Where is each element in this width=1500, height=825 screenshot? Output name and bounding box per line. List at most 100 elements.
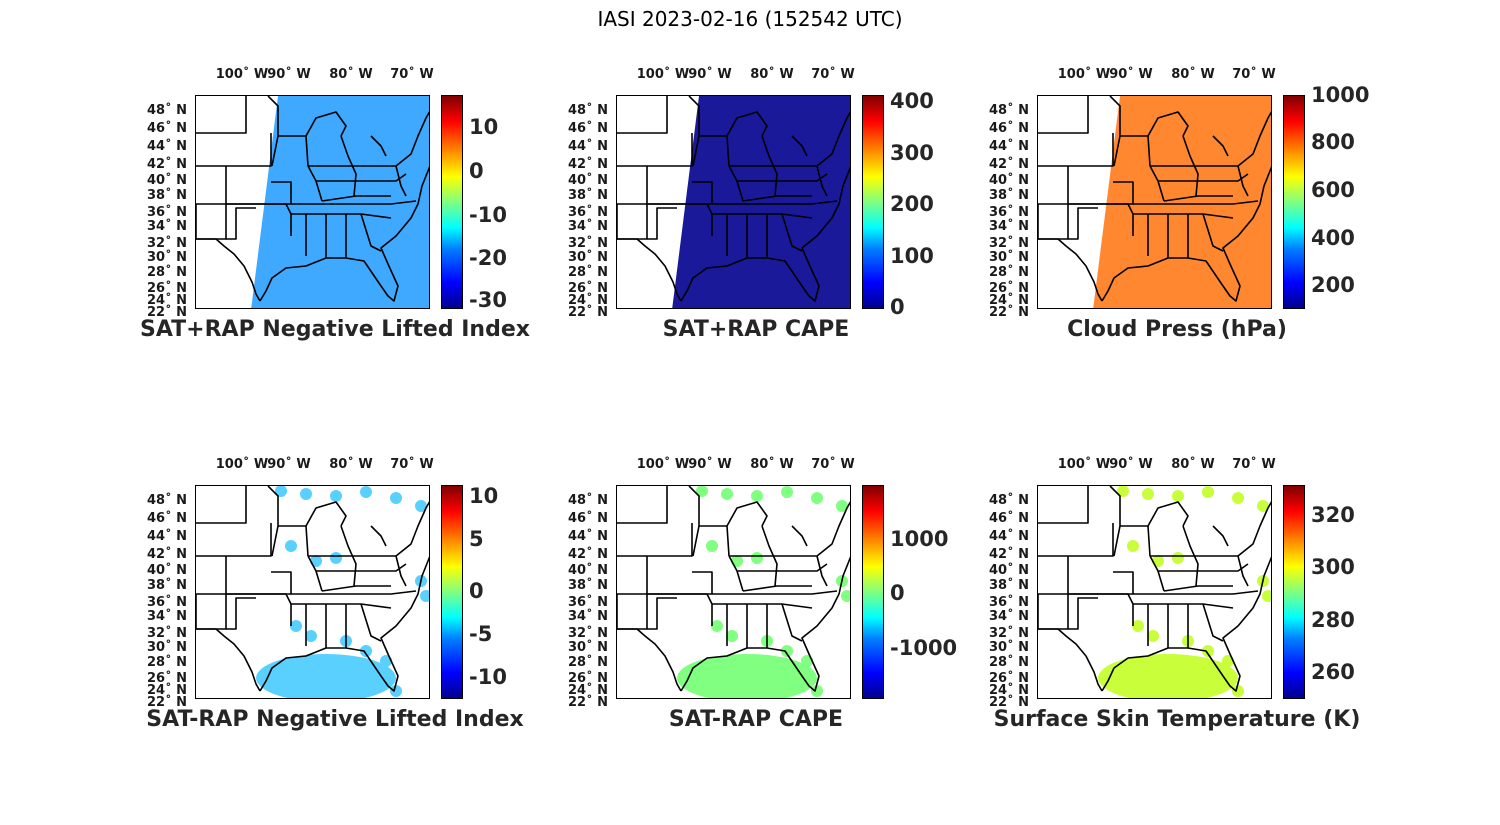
panel-title: Surface Skin Temperature (K) [993, 707, 1361, 732]
lat-tick-label: 36˚ N [568, 595, 608, 610]
lon-tick-label: 100˚ W [215, 67, 269, 82]
colorbar-tick-label: -5 [469, 621, 493, 646]
colorbar-tick-label: 280 [1311, 607, 1355, 632]
lat-tick-label: 48˚ N [989, 493, 1029, 508]
observation-point [360, 486, 372, 498]
lat-tick-label: 44˚ N [989, 529, 1029, 544]
lon-tick-label: 70˚ W [811, 457, 855, 472]
colorbar-tick-label: 1000 [1311, 83, 1370, 107]
lat-tick-label: 30˚ N [989, 250, 1029, 265]
lat-tick-label: 38˚ N [989, 578, 1029, 593]
lon-tick-label: 90˚ W [1109, 457, 1153, 472]
colorbar-tick-label: 0 [890, 581, 905, 606]
observation-point [781, 645, 793, 657]
map-panel-3: 100˚ W 90˚ W 80˚ W 70˚ W 48˚ N 46˚ N 44˚ N… [957, 67, 1397, 367]
observation-point [1147, 630, 1159, 642]
observation-point [751, 552, 763, 564]
lat-tick-label: 40˚ N [989, 173, 1029, 188]
lat-tick-label: 28˚ N [989, 655, 1029, 670]
us-map-svg [1038, 486, 1271, 698]
lat-tick-label: 46˚ N [568, 511, 608, 526]
lat-tick-label: 42˚ N [147, 157, 187, 172]
lon-tick-label: 80˚ W [750, 67, 794, 82]
observation-point [420, 590, 429, 602]
lat-tick-label: 26˚ N [989, 281, 1029, 296]
lat-tick-label: 28˚ N [147, 655, 187, 670]
lat-tick-label: 44˚ N [147, 529, 187, 544]
lon-tick-label: 80˚ W [1171, 457, 1215, 472]
observation-point [811, 685, 823, 697]
lon-tick-label: 80˚ W [329, 67, 373, 82]
colorbar-tick-label: -30 [469, 288, 507, 313]
lat-tick-label: 46˚ N [989, 511, 1029, 526]
colorbar-tick-label: 0 [469, 158, 484, 183]
lat-tick-label: 32˚ N [147, 626, 187, 641]
lat-tick-label: 42˚ N [989, 547, 1029, 562]
observation-point [390, 492, 402, 504]
colorbar [441, 95, 463, 309]
lat-tick-label: 36˚ N [989, 205, 1029, 220]
map-panel-2: 100˚ W 90˚ W 80˚ W 70˚ W 48˚ N 46˚ N 44˚ N… [536, 67, 976, 367]
lon-tick-label: 70˚ W [1232, 457, 1276, 472]
colorbar-tick-label: 0 [890, 294, 905, 319]
lat-tick-label: 30˚ N [568, 640, 608, 655]
observation-point [290, 620, 302, 632]
lat-tick-label: 28˚ N [568, 655, 608, 670]
lat-tick-label: 46˚ N [147, 511, 187, 526]
lon-tick-label: 100˚ W [215, 457, 269, 472]
map-panel-6: 100˚ W 90˚ W 80˚ W 70˚ W 48˚ N 46˚ N 44˚ N… [957, 457, 1397, 757]
lat-tick-label: 24˚ N [147, 683, 187, 698]
lat-tick-label: 34˚ N [147, 609, 187, 624]
lat-tick-label: 46˚ N [989, 121, 1029, 136]
lon-tick-label: 90˚ W [1109, 67, 1153, 82]
lon-tick-label: 70˚ W [390, 67, 434, 82]
lon-tick-label: 80˚ W [1171, 67, 1215, 82]
colorbar [441, 485, 463, 699]
lat-tick-label: 46˚ N [568, 121, 608, 136]
map-area [195, 95, 430, 309]
lat-tick-label: 32˚ N [989, 626, 1029, 641]
observation-point [1232, 685, 1244, 697]
lat-tick-label: 36˚ N [147, 595, 187, 610]
colorbar-tick-label: 100 [890, 243, 934, 268]
colorbar-tick-label: 1000 [890, 526, 949, 551]
observation-point [781, 486, 793, 498]
lat-tick-label: 22˚ N [147, 695, 187, 710]
lat-tick-label: 40˚ N [568, 173, 608, 188]
lon-tick-label: 90˚ W [267, 67, 311, 82]
lat-tick-label: 40˚ N [989, 563, 1029, 578]
colorbar-tick-label: 200 [890, 192, 934, 217]
lon-tick-label: 90˚ W [688, 67, 732, 82]
lat-tick-label: 34˚ N [147, 219, 187, 234]
lat-tick-label: 44˚ N [568, 529, 608, 544]
panel-title: Cloud Press (hPa) [1067, 317, 1287, 342]
lat-tick-label: 32˚ N [147, 236, 187, 251]
map-panel-4: 100˚ W 90˚ W 80˚ W 70˚ W 48˚ N 46˚ N 44˚ N… [115, 457, 555, 757]
observation-point [305, 630, 317, 642]
lat-tick-label: 48˚ N [989, 103, 1029, 118]
colorbar-tick-label: 800 [1311, 130, 1355, 155]
lat-tick-label: 26˚ N [147, 671, 187, 686]
observation-point [696, 486, 708, 497]
lat-tick-label: 48˚ N [147, 493, 187, 508]
lat-tick-label: 28˚ N [989, 265, 1029, 280]
lon-tick-label: 70˚ W [811, 67, 855, 82]
lat-tick-label: 36˚ N [568, 205, 608, 220]
colorbar-tick-label: 400 [890, 89, 934, 114]
lat-tick-label: 22˚ N [568, 305, 608, 320]
lat-tick-label: 26˚ N [568, 671, 608, 686]
lat-tick-label: 28˚ N [147, 265, 187, 280]
lon-tick-label: 70˚ W [1232, 67, 1276, 82]
lon-tick-label: 90˚ W [267, 457, 311, 472]
lon-tick-label: 100˚ W [636, 457, 690, 472]
panel-title: SAT-RAP CAPE [668, 707, 844, 732]
lat-tick-label: 44˚ N [989, 139, 1029, 154]
lon-tick-label: 90˚ W [688, 457, 732, 472]
lat-tick-label: 44˚ N [568, 139, 608, 154]
lat-tick-label: 40˚ N [147, 563, 187, 578]
lat-tick-label: 22˚ N [568, 695, 608, 710]
lon-tick-label: 70˚ W [390, 457, 434, 472]
us-map-svg [196, 486, 429, 698]
lat-tick-label: 38˚ N [568, 578, 608, 593]
lat-tick-label: 22˚ N [147, 305, 187, 320]
